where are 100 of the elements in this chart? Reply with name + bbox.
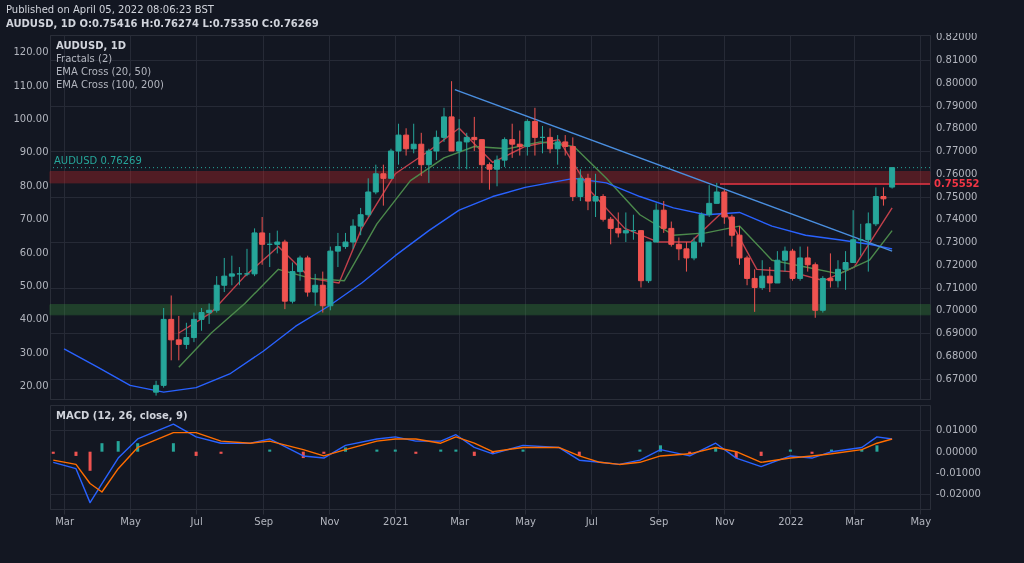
bar (375, 449, 379, 452)
bar (454, 449, 458, 452)
candlestick (622, 211, 629, 243)
candlestick (175, 315, 182, 361)
y-tick-label: -0.02000 (936, 488, 981, 500)
y-tick-label: 0.68000 (936, 349, 978, 361)
x-tick-label: May (120, 515, 142, 527)
y-tick-label: 0.72000 (936, 258, 978, 270)
candlestick (827, 252, 834, 289)
candlestick (562, 134, 569, 157)
x-tick-label: 2022 (778, 515, 804, 527)
y-tick-label: 0.75000 (936, 190, 978, 202)
x-tick-label: Mar (845, 515, 866, 527)
y2-tick-label: 60.00 (19, 246, 49, 258)
bar (322, 451, 326, 454)
candlestick (380, 164, 387, 207)
bar (171, 443, 175, 452)
y2-tick-label: 70.00 (19, 213, 49, 225)
line-series (178, 141, 893, 368)
y2-tick-label: 30.00 (19, 346, 49, 358)
candlestick (319, 271, 326, 314)
bar (759, 451, 763, 456)
x-tick-label: Sep (649, 515, 669, 527)
y2-tick-label: 90.00 (19, 146, 49, 158)
bar (219, 451, 223, 454)
x-tick-label: Nov (715, 515, 735, 527)
y2-tick-label: 110.00 (13, 79, 49, 91)
bar (521, 449, 525, 452)
y-tick-label: 0.76000 (936, 167, 978, 179)
chart-title: Published on April 05, 2022 08:06:23 BST (6, 3, 215, 17)
candlestick (713, 182, 720, 204)
annotation: AUDUSD, 1D (56, 39, 127, 52)
y2-tick-label: 20.00 (19, 380, 49, 392)
candlestick (259, 216, 266, 266)
candlestick (531, 107, 538, 157)
x-tick-label: Nov (320, 515, 340, 527)
candlestick (418, 132, 425, 177)
candlestick (471, 116, 478, 152)
chart-subtitle: AUDUSD, 1D O:0.75416 H:0.76274 L:0.75350 C:0.76269 (6, 17, 320, 31)
ref-line-label: AUDUSD 0.76269 (54, 154, 142, 166)
y-tick-label: 0.70000 (936, 304, 978, 316)
y-tick-label: 0.80000 (936, 76, 978, 88)
y-tick-label: 0.01000 (936, 424, 978, 436)
x-tick-label: Mar (55, 515, 75, 527)
bar (268, 449, 272, 452)
y-tick-label: -0.01000 (936, 466, 981, 478)
annotation: EMA Cross (100, 200) (56, 78, 164, 91)
bar (100, 443, 104, 452)
candlestick (554, 134, 561, 166)
candlestick (312, 273, 319, 307)
y-tick-label: 0.78000 (936, 122, 978, 134)
bar (51, 451, 55, 454)
candlestick (274, 230, 281, 254)
annotation: 0.75552 (934, 177, 980, 189)
y2-tick-label: 40.00 (19, 313, 49, 325)
y-tick-label: 0.71000 (936, 281, 978, 293)
x-tick-label: Mar (450, 515, 470, 527)
bar (472, 451, 476, 456)
candlestick (410, 123, 417, 154)
candlestick (797, 246, 804, 282)
bar (74, 451, 78, 456)
bar (393, 449, 397, 452)
x-tick-label: May (515, 515, 537, 527)
y2-tick-label: 80.00 (19, 179, 49, 191)
y2-tick-label: 100.00 (13, 112, 49, 124)
x-tick-label: Jul (189, 515, 203, 527)
annotation: Fractals (2) (56, 52, 114, 65)
x-tick-label: Sep (254, 515, 274, 527)
bar (414, 451, 418, 454)
y-tick-label: 0.77000 (936, 145, 978, 157)
x-tick-label: Jul (584, 515, 598, 527)
candlestick (228, 255, 235, 286)
line-series (178, 127, 893, 334)
candlestick (509, 123, 516, 159)
candlestick (547, 127, 554, 154)
candlestick (236, 266, 243, 286)
bar (638, 449, 642, 452)
candlestick (759, 259, 766, 291)
bar (810, 451, 814, 454)
bar (88, 451, 92, 471)
y-tick-label: 0.73000 (936, 236, 978, 248)
bar (194, 451, 198, 456)
y-tick-label: 0.82000 (936, 31, 978, 43)
candlestick (584, 173, 591, 211)
candlestick (153, 380, 160, 397)
bar (116, 441, 120, 452)
candlestick (766, 266, 773, 293)
y2-tick-label: 120.00 (13, 46, 49, 58)
line-series (52, 423, 893, 504)
annotation: EMA Cross (20, 50) (56, 65, 153, 78)
x-tick-label: 2021 (383, 515, 409, 527)
candlestick (244, 248, 250, 277)
candlestick (577, 168, 584, 202)
candlestick (168, 294, 175, 361)
candlestick (403, 127, 410, 157)
line-series (52, 431, 893, 493)
chart-title: MACD (12, 26, close, 9) (56, 409, 188, 422)
y-tick-label: 0.67000 (936, 372, 978, 384)
y-tick-label: 0.79000 (936, 99, 978, 111)
candlestick (880, 186, 887, 207)
